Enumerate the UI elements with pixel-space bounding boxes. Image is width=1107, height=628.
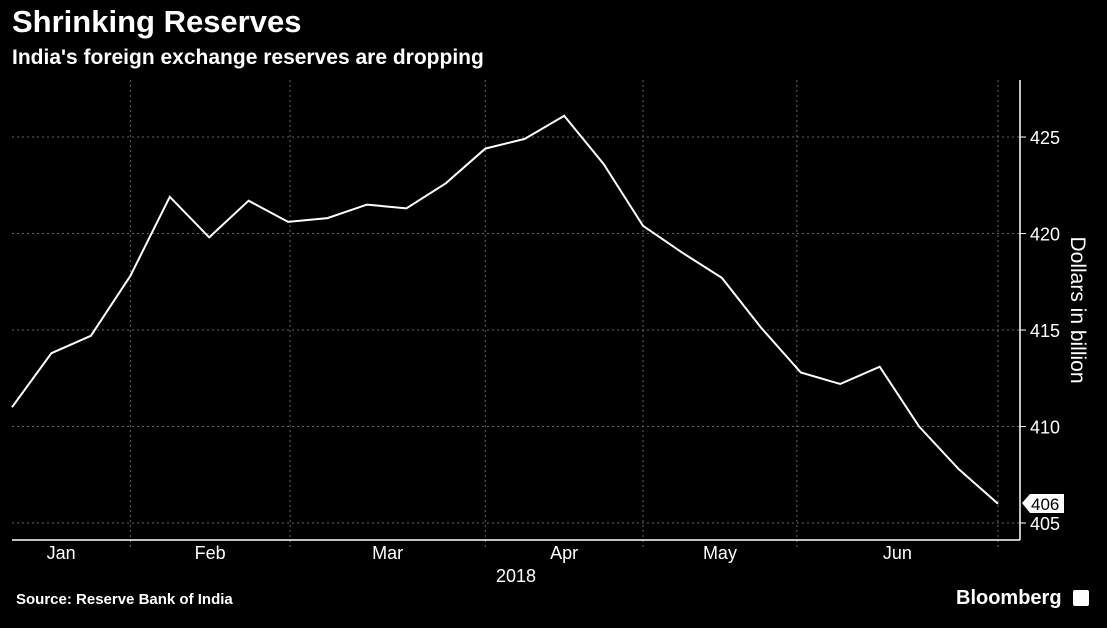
last-value-marker: 406 bbox=[1022, 494, 1064, 514]
last-value-label: 406 bbox=[1031, 495, 1059, 514]
chart-subtitle: India's foreign exchange reserves are dr… bbox=[12, 46, 484, 69]
chart-title: Shrinking Reserves bbox=[12, 4, 302, 39]
y-tick-label: 415 bbox=[1030, 321, 1060, 341]
y-tick-label: 410 bbox=[1030, 418, 1060, 438]
y-tick-label: 420 bbox=[1030, 225, 1060, 245]
y-tick-label: 425 bbox=[1030, 128, 1060, 148]
bloomberg-logo: Bloomberg bbox=[956, 587, 1062, 609]
bloomberg-chart-icon bbox=[1073, 590, 1089, 606]
x-tick-label: Mar bbox=[372, 543, 403, 563]
y-axis-title: Dollars in billion bbox=[1066, 236, 1089, 383]
x-axis-year-label: 2018 bbox=[496, 566, 536, 586]
y-tick-label: 405 bbox=[1030, 514, 1060, 534]
source-note: Source: Reserve Bank of India bbox=[16, 591, 233, 608]
series-line bbox=[11, 114, 999, 505]
grid bbox=[12, 80, 1020, 548]
x-tick-label: Feb bbox=[195, 543, 226, 563]
x-tick-label: Apr bbox=[550, 543, 578, 563]
x-tick-label: May bbox=[703, 543, 737, 563]
x-tick-label: Jun bbox=[883, 543, 912, 563]
x-tick-label: Jan bbox=[47, 543, 76, 563]
